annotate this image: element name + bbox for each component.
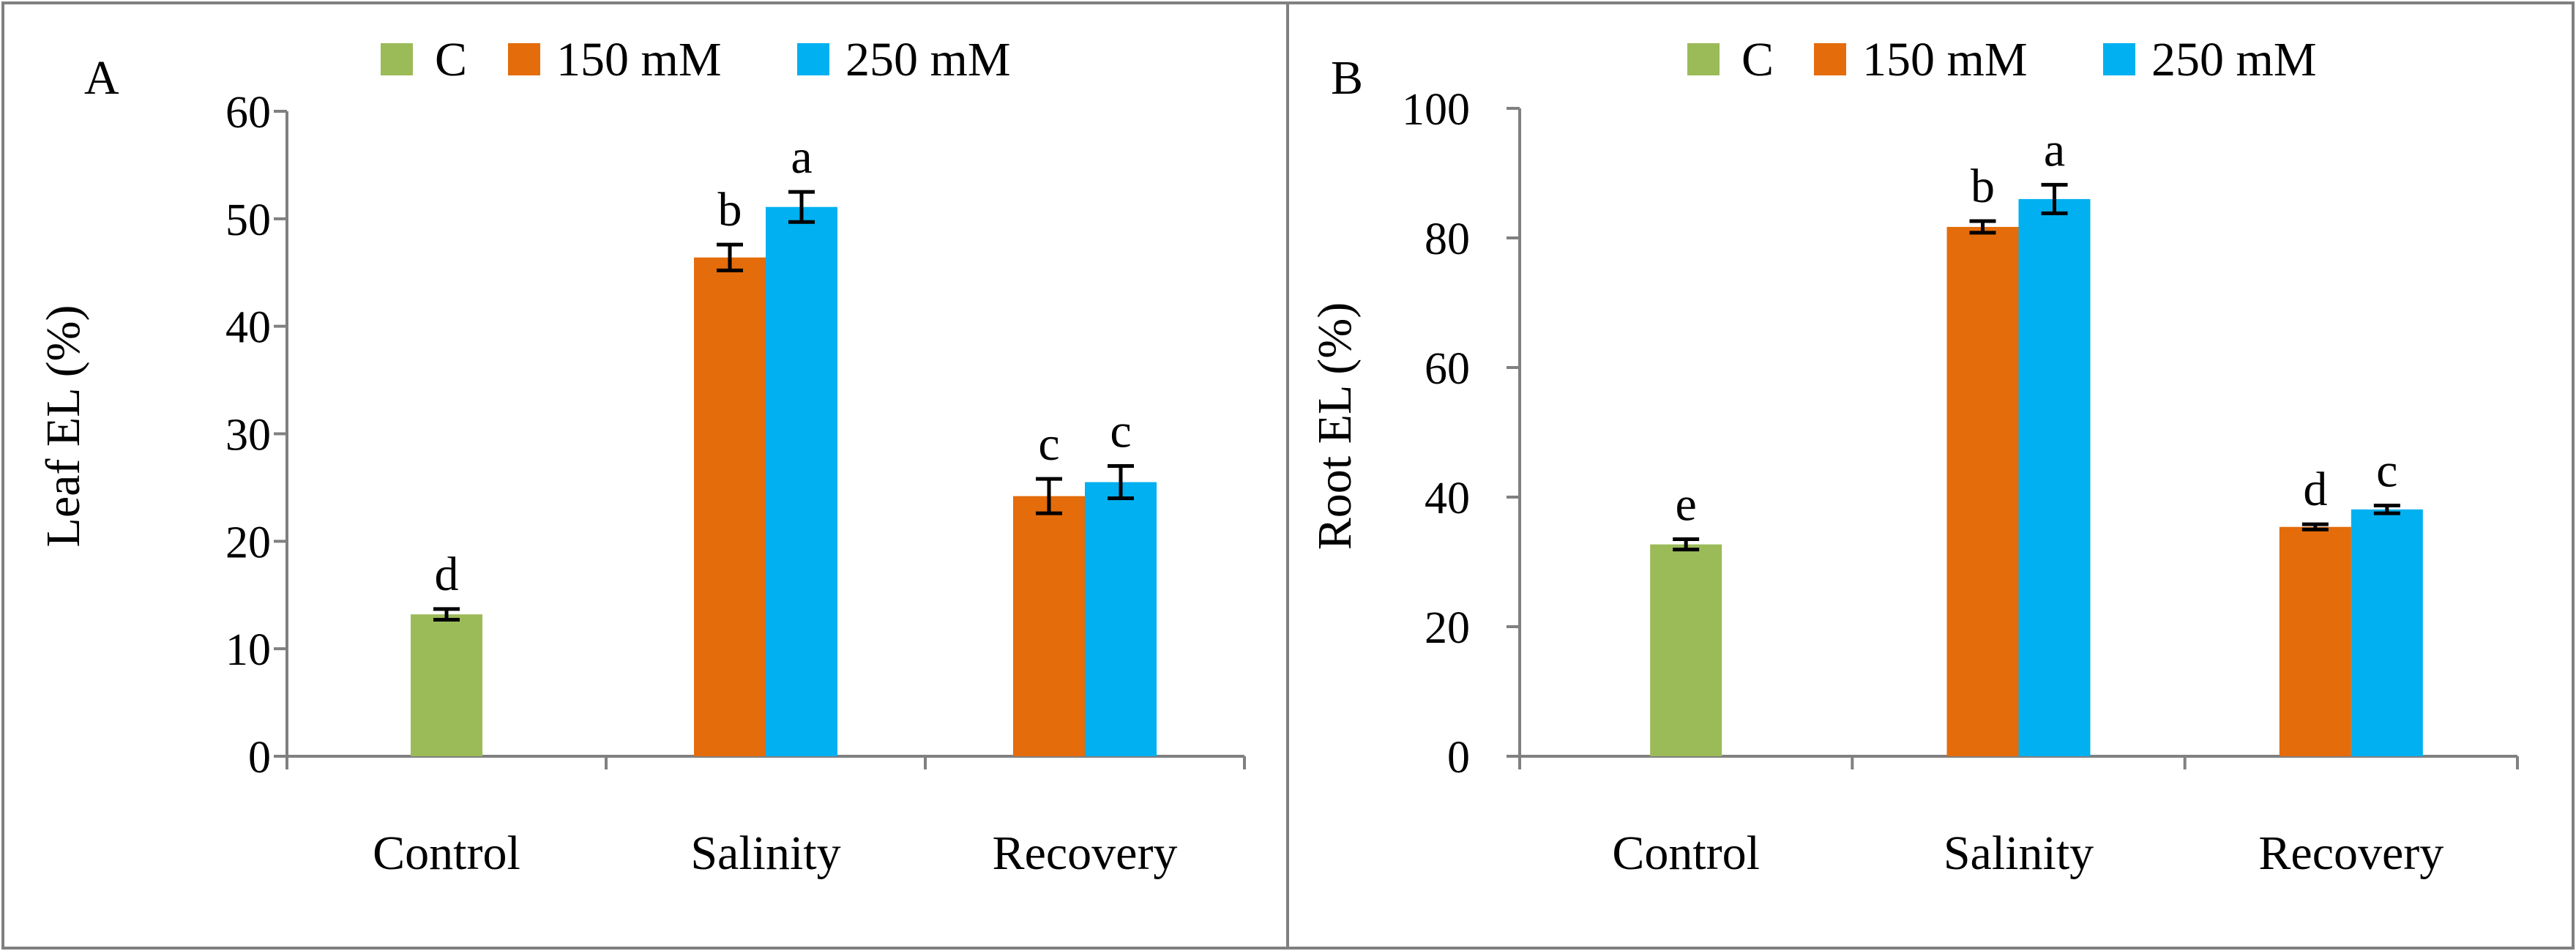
panel-a-legend-swatch — [381, 43, 413, 75]
panel-a-x-tick-label: Salinity — [690, 827, 840, 880]
panel-a-y-tick-label: 30 — [225, 411, 271, 460]
panel-a-y-tick-label: 0 — [248, 733, 271, 783]
panel-a-legend-label: 150 mM — [556, 33, 722, 86]
panel-b-y-tick-label: 0 — [1447, 733, 1470, 783]
panel-a-significance-letter: b — [718, 183, 742, 236]
panel-b-y-tick-label: 60 — [1425, 344, 1470, 394]
panel-b-y-axis-title: Root EL (%) — [1308, 302, 1362, 550]
panel-b-significance-letter: e — [1676, 478, 1697, 532]
panel-b-bar — [1946, 226, 2019, 757]
panel-a-label: A — [84, 51, 119, 105]
panel-b-y-tick-label: 100 — [1402, 85, 1470, 135]
panel-a-legend-label: 250 mM — [845, 33, 1011, 86]
panel-b-legend-label: 150 mM — [1862, 33, 2028, 86]
panel-a-bar — [411, 614, 482, 756]
panel-a-bar — [1013, 496, 1085, 756]
panel-b-bar — [1650, 544, 1722, 756]
panel-b-bar — [2279, 526, 2351, 756]
panel-b-legend-swatch — [1687, 43, 1720, 75]
panel-b-significance-letter: a — [2044, 123, 2065, 176]
panel-b-legend-label: C — [1741, 33, 1774, 86]
panel-a: A C 150 mM 250 mM Leaf EL (%) 0 10 20 30 40 50 6… — [1, 1, 1289, 950]
panel-a-significance-letter: c — [1038, 417, 1059, 471]
panel-b-error-bar — [1969, 219, 1996, 235]
panel-a-significance-letter: c — [1110, 405, 1131, 458]
panel-a-error-bar — [1036, 477, 1062, 515]
panel-a-y-tick-label: 40 — [225, 303, 271, 353]
panel-a-y-tick-label: 20 — [225, 518, 271, 567]
panel-b-y-tick-label: 80 — [1425, 215, 1470, 264]
panel-b-x-tick-label: Salinity — [1944, 827, 2094, 880]
panel-b-bar — [2018, 198, 2091, 756]
panel-a-error-bar — [717, 242, 743, 272]
panel-b-x-tick-label: Control — [1612, 827, 1760, 880]
panel-a-y-tick-label: 60 — [225, 88, 271, 138]
panel-b-x-tick-label: Recovery — [2258, 827, 2444, 880]
panel-b-label: B — [1331, 51, 1363, 105]
panel-a-legend-swatch — [508, 43, 540, 75]
panel-a-bar — [766, 206, 837, 757]
panel-b-error-bar — [2373, 504, 2400, 515]
panel-a-significance-letter: a — [791, 130, 812, 184]
panel-b-error-bar — [2301, 522, 2329, 532]
panel-a-x-tick-label: Recovery — [993, 827, 1178, 880]
panel-a-x-tick-label: Control — [373, 827, 520, 880]
panel-a-error-bar — [1108, 464, 1134, 501]
panel-a-bar — [694, 257, 766, 756]
panel-a-significance-letter: d — [435, 548, 459, 601]
panel-a-legend-label: C — [435, 33, 467, 86]
panel-b-legend-label: 250 mM — [2151, 33, 2317, 86]
panel-b-legend-swatch — [1814, 43, 1846, 75]
panel-b-error-bar — [2041, 182, 2068, 215]
panel-b-frame — [1286, 1, 2575, 950]
panel-b-y-tick-label: 40 — [1425, 474, 1470, 523]
panel-a-y-tick-label: 50 — [225, 195, 271, 245]
panel-b-y-tick-label: 20 — [1425, 603, 1470, 653]
panel-b-significance-letter: b — [1971, 160, 1995, 213]
panel-a-error-bar — [788, 190, 815, 224]
panel-b-significance-letter: c — [2376, 444, 2397, 498]
panel-b-bar — [2351, 509, 2423, 756]
panel-b-legend: C 150 mM 250 mM — [1687, 33, 2317, 86]
panel-a-y-tick-label: 10 — [225, 625, 271, 675]
panel-b: B C 150 mM 250 mM Root EL (%) 0 20 40 60 80 100… — [1286, 1, 2575, 950]
panel-a-bar — [1085, 482, 1157, 756]
panel-a-error-bar — [433, 607, 460, 622]
panel-a-y-axis-title: Leaf EL (%) — [37, 305, 90, 548]
panel-b-significance-letter: d — [2303, 463, 2327, 516]
panel-b-legend-swatch — [2103, 43, 2135, 75]
panel-b-error-bar — [1673, 537, 1700, 552]
panel-a-legend: C 150 mM 250 mM — [381, 33, 1011, 86]
panel-a-legend-swatch — [797, 43, 829, 75]
